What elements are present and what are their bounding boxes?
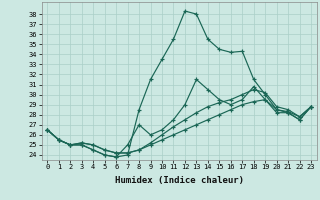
X-axis label: Humidex (Indice chaleur): Humidex (Indice chaleur)	[115, 176, 244, 185]
